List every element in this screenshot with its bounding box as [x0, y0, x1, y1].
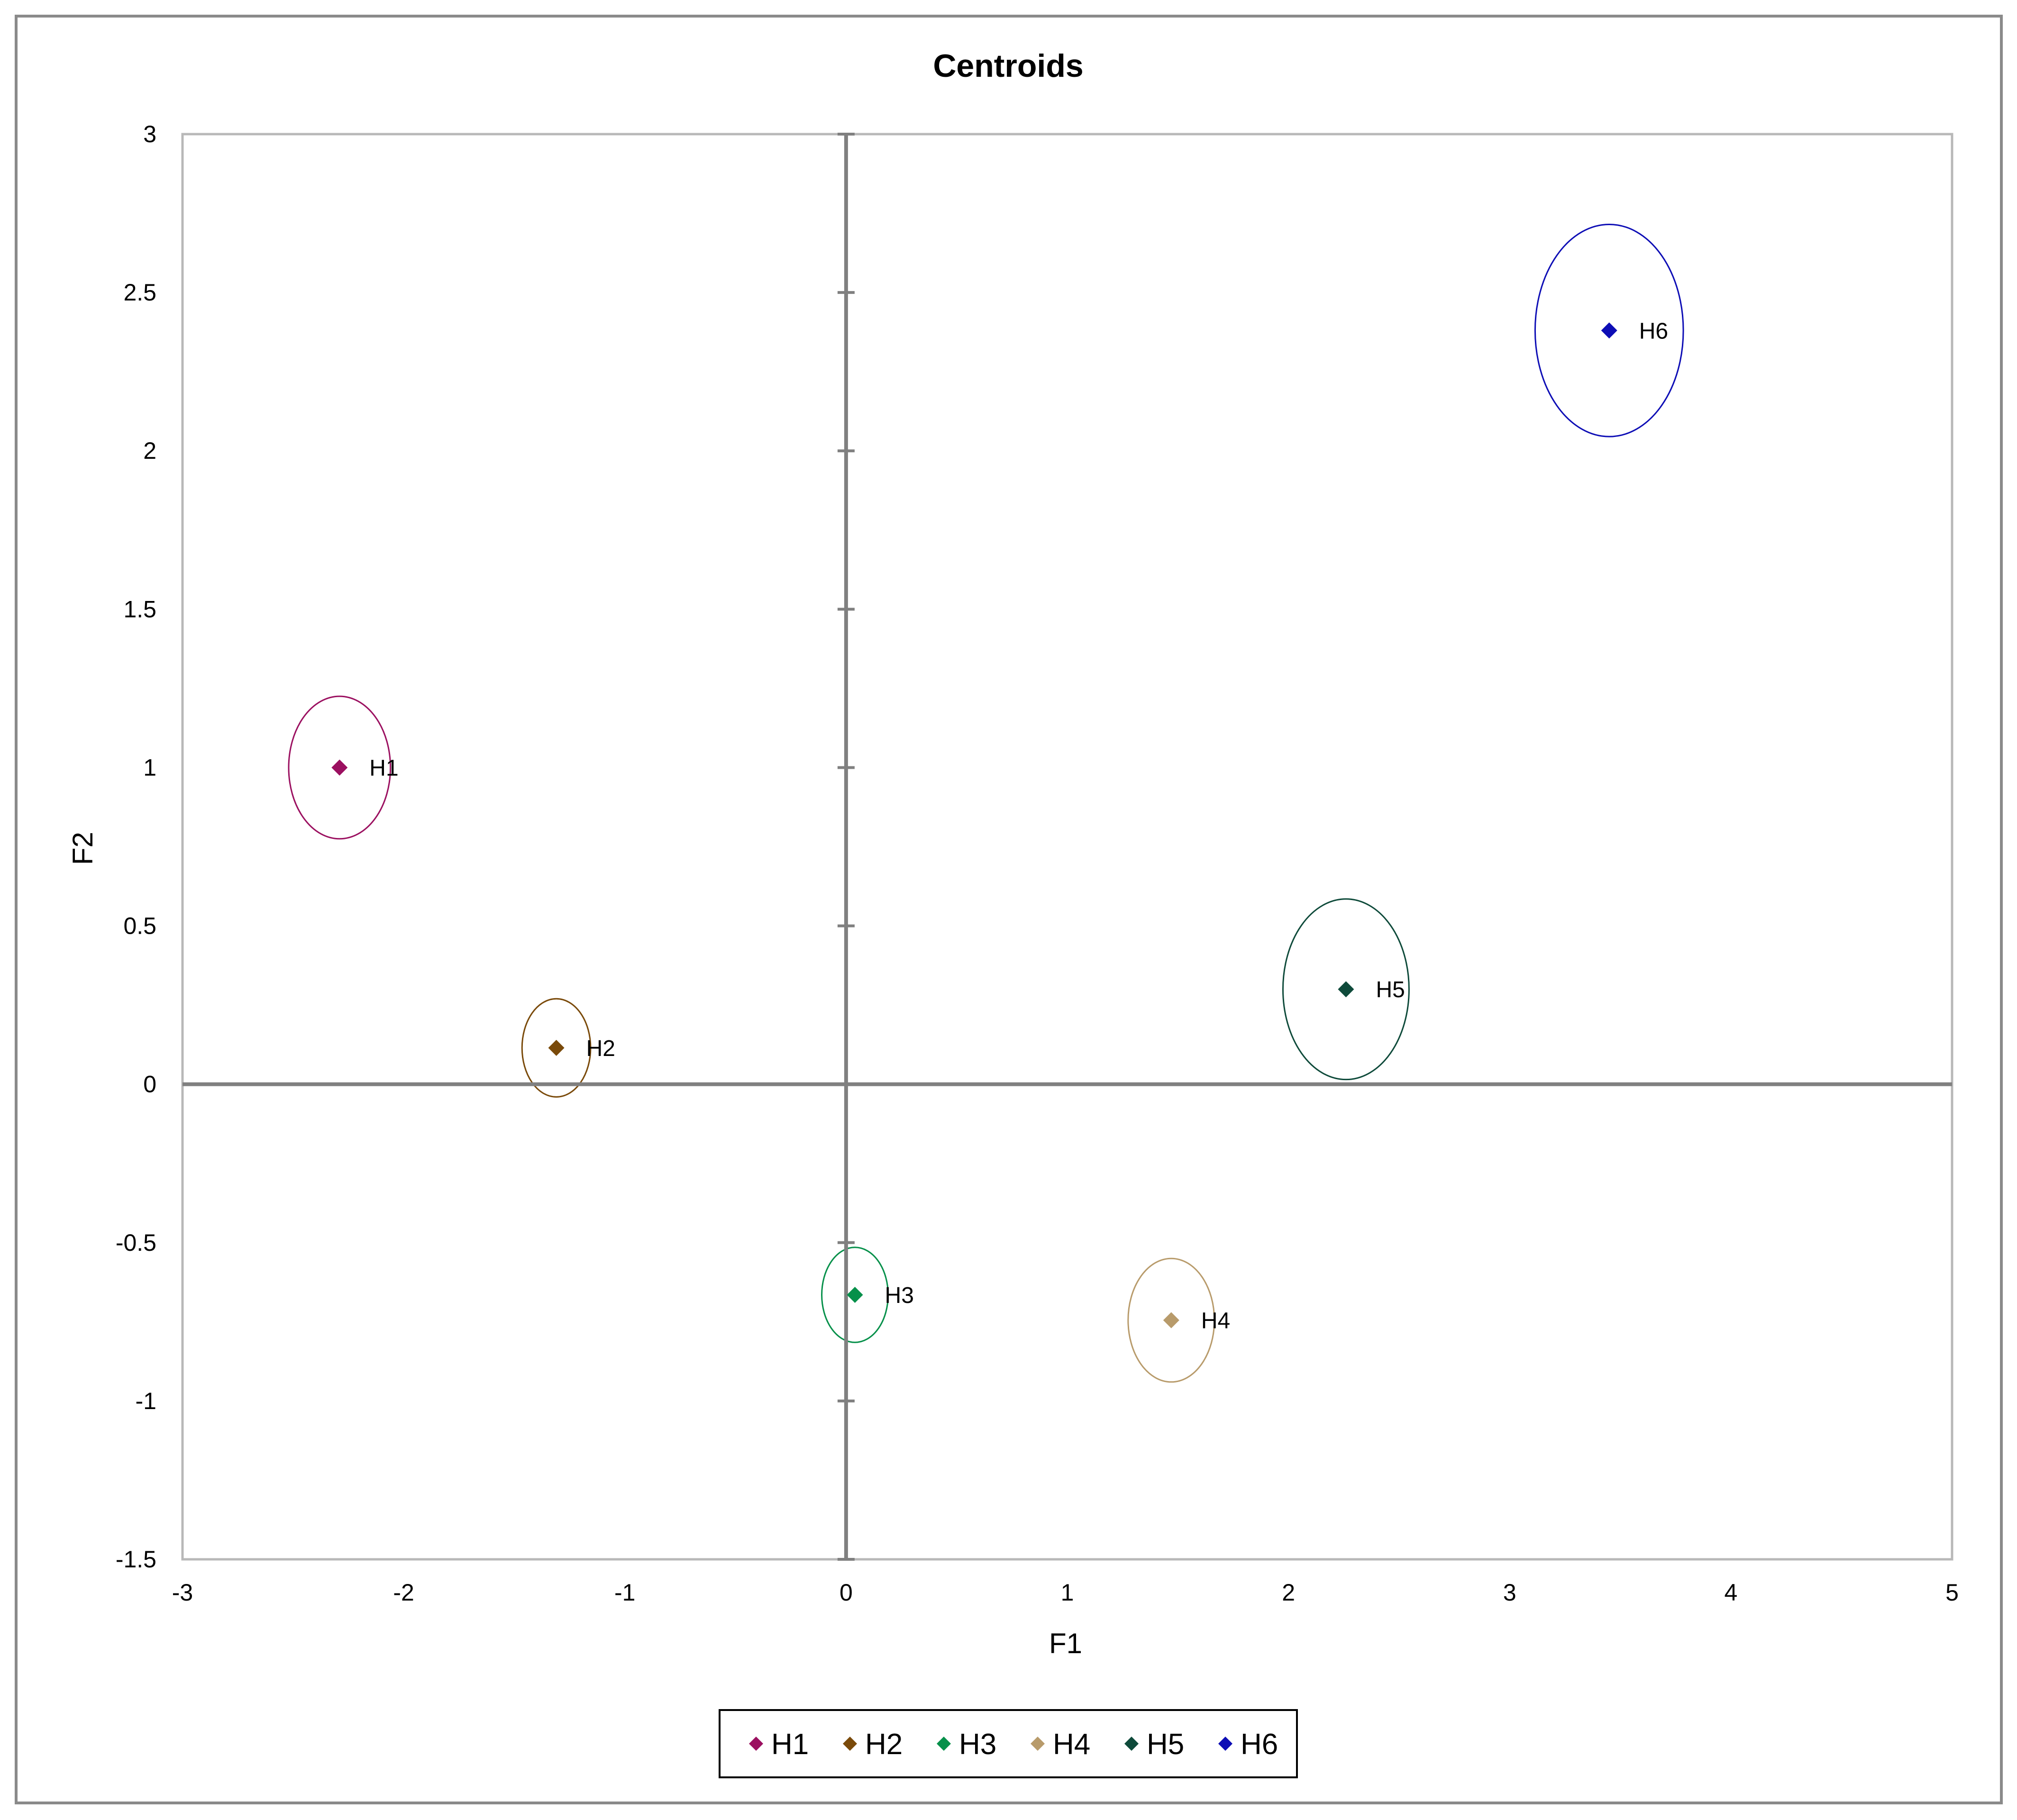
- confidence-ellipse-h2: [521, 998, 592, 1098]
- data-point-h6: [1601, 322, 1617, 339]
- x-tick-label: 5: [1945, 1579, 1959, 1606]
- legend-label-h1: H1: [771, 1728, 809, 1761]
- y-tick-label: 1.5: [123, 596, 156, 622]
- chart-outer-frame: [15, 15, 2003, 1804]
- legend: H1 H2 H3 H4 H5 H6: [719, 1709, 1298, 1778]
- legend-marker-h5: [1124, 1737, 1139, 1751]
- y-tick-label: -0.5: [116, 1229, 156, 1256]
- legend-box: [719, 1709, 1298, 1778]
- axes: [183, 133, 1952, 1561]
- y-tick-label: -1: [136, 1388, 156, 1414]
- confidence-ellipse-h5: [1282, 898, 1410, 1081]
- x-tick-label: 4: [1724, 1579, 1737, 1606]
- y-tick-label: 2: [143, 437, 156, 464]
- y-axis-tick-labels: 3 2.5 2 1.5 1 0.5 0 -0.5 -1 -1.5: [116, 121, 156, 1573]
- y-tick-label: 0: [143, 1071, 156, 1098]
- point-label-h5: H5: [1376, 977, 1405, 1002]
- y-tick-label: 0.5: [123, 913, 156, 939]
- chart-title: Centroids: [933, 48, 1083, 84]
- legend-label-h3: H3: [959, 1728, 996, 1761]
- legend-marker-h6: [1218, 1737, 1232, 1751]
- legend-marker-h3: [937, 1737, 951, 1751]
- y-tick-label: -1.5: [116, 1546, 156, 1573]
- point-labels: H1 H2 H3 H4 H5 H6: [369, 318, 1668, 1333]
- data-point-h4: [1163, 1312, 1179, 1329]
- legend-label-h5: H5: [1147, 1728, 1184, 1761]
- data-point-h1: [331, 759, 348, 776]
- legend-label-h6: H6: [1241, 1728, 1278, 1761]
- legend-marker-h4: [1031, 1737, 1045, 1751]
- data-point-h2: [548, 1039, 565, 1056]
- confidence-ellipse-h6: [1534, 223, 1684, 437]
- plot-area-frame: [181, 133, 1953, 1561]
- x-tick-label: -3: [172, 1579, 193, 1606]
- legend-marker-h1: [749, 1737, 763, 1751]
- x-axis-tick-labels: -3 -2 -1 0 1 2 3 4 5: [172, 1579, 1959, 1606]
- y-tick-label: 2.5: [123, 279, 156, 306]
- legend-label-h2: H2: [865, 1728, 903, 1761]
- y-axis-title: F2: [67, 832, 99, 865]
- confidence-ellipse-h3: [821, 1247, 889, 1343]
- data-point-h3: [847, 1287, 863, 1303]
- data-points: [331, 322, 1617, 1329]
- x-tick-label: -2: [393, 1579, 414, 1606]
- legend-label-h4: H4: [1053, 1728, 1090, 1761]
- point-label-h3: H3: [885, 1283, 914, 1308]
- point-label-h1: H1: [369, 755, 398, 781]
- y-tick-label: 1: [143, 754, 156, 781]
- x-tick-label: 2: [1282, 1579, 1295, 1606]
- y-tick-label: 3: [143, 121, 156, 147]
- legend-marker-h2: [843, 1737, 857, 1751]
- x-tick-label: 1: [1061, 1579, 1074, 1606]
- x-tick-label: 3: [1503, 1579, 1516, 1606]
- confidence-ellipse-h1: [288, 695, 392, 840]
- x-axis-title: F1: [1049, 1628, 1082, 1659]
- point-label-h2: H2: [586, 1036, 615, 1061]
- point-label-h6: H6: [1639, 318, 1668, 344]
- x-tick-label: -1: [614, 1579, 635, 1606]
- confidence-ellipses: [288, 223, 1684, 1383]
- confidence-ellipse-h4: [1127, 1257, 1215, 1383]
- point-label-h4: H4: [1201, 1308, 1230, 1333]
- x-tick-label: 0: [840, 1579, 853, 1606]
- data-point-h5: [1338, 981, 1354, 998]
